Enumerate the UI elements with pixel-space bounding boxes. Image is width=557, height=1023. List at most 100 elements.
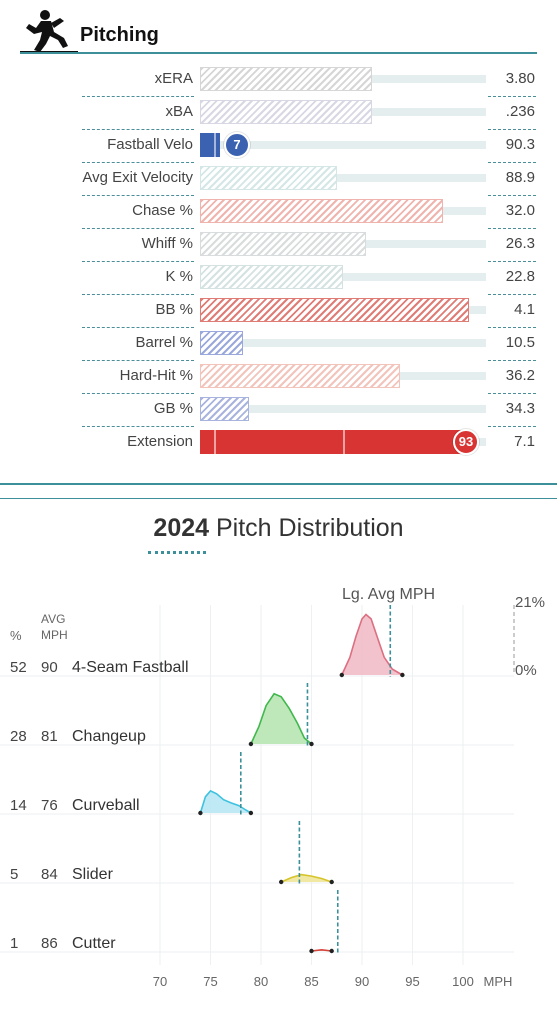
x-tick-label: 70 xyxy=(153,974,167,989)
percentile-track xyxy=(200,339,486,347)
x-tick-label: 80 xyxy=(254,974,268,989)
pitch-usage-pct: 1 xyxy=(10,935,18,952)
metric-value: 3.80 xyxy=(505,70,535,87)
percentile-bar xyxy=(200,232,366,256)
pitch-density-area xyxy=(341,614,403,675)
x-axis-unit: MPH xyxy=(484,974,513,989)
pitch-density-line xyxy=(280,873,332,883)
x-tick-label: 95 xyxy=(405,974,419,989)
metric-label: K % xyxy=(165,268,193,285)
row-divider xyxy=(488,228,536,229)
section-divider xyxy=(0,483,557,485)
row-divider xyxy=(488,393,536,394)
row-divider xyxy=(488,360,536,361)
row-divider xyxy=(82,393,194,394)
density-max-label: 21% xyxy=(515,594,545,611)
metric-label: GB % xyxy=(153,400,193,417)
header-divider xyxy=(20,52,537,54)
avg-column-header: MPH xyxy=(41,628,68,642)
row-divider xyxy=(488,294,536,295)
range-endpoint xyxy=(309,741,314,747)
metric-row: Barrel % 10.5 xyxy=(0,328,557,361)
pitch-usage-pct: 14 xyxy=(10,797,27,814)
metric-label: xERA xyxy=(154,70,193,87)
metric-row: Chase % 32.0 xyxy=(0,196,557,229)
metric-value: 34.3 xyxy=(505,400,535,417)
section-header: Pitching xyxy=(0,0,557,56)
pitch-density-line xyxy=(311,948,332,952)
density-min-label: 0% xyxy=(515,662,537,679)
section-divider-secondary xyxy=(0,498,557,499)
row-divider xyxy=(82,228,194,229)
row-divider xyxy=(488,96,536,97)
row-divider xyxy=(82,426,194,427)
percentile-track xyxy=(200,141,486,149)
percentile-bar xyxy=(200,67,372,91)
range-endpoint xyxy=(400,672,405,678)
metric-row: xERA 3.80 xyxy=(0,64,557,97)
metric-row: Fastball Velo 7 90.3 xyxy=(0,130,557,163)
metric-row: Avg Exit Velocity 88.9 xyxy=(0,163,557,196)
metric-label: Avg Exit Velocity xyxy=(82,169,193,186)
row-divider xyxy=(82,129,194,130)
x-tick-label: 90 xyxy=(355,974,369,989)
page-title: Pitching xyxy=(80,24,159,46)
percentile-track xyxy=(200,405,486,413)
row-divider xyxy=(82,294,194,295)
pitch-name: 4-Seam Fastball xyxy=(72,659,189,676)
percentile-bar xyxy=(200,166,337,190)
metric-label: Barrel % xyxy=(135,334,193,351)
row-divider xyxy=(488,195,536,196)
avg-column-header: AVG xyxy=(41,612,65,626)
pitch-name: Curveball xyxy=(72,797,140,814)
range-endpoint xyxy=(329,948,334,954)
metric-row: GB % 34.3 xyxy=(0,394,557,427)
percentile-bar xyxy=(200,199,443,223)
metric-row: Whiff % 26.3 xyxy=(0,229,557,262)
metric-label: Hard-Hit % xyxy=(119,367,193,384)
distribution-title: 2024 Pitch Distribution xyxy=(0,514,557,543)
metric-label: Chase % xyxy=(132,202,193,219)
range-endpoint xyxy=(198,810,203,816)
percentile-bar xyxy=(200,265,343,289)
metric-row: Extension 93 7.1 xyxy=(0,427,557,460)
metric-value: 4.1 xyxy=(514,301,535,318)
percentile-bar xyxy=(200,397,249,421)
league-avg-legend: Lg. Avg MPH xyxy=(342,586,435,603)
metric-value: 7.1 xyxy=(514,433,535,450)
metric-value: 36.2 xyxy=(505,367,535,384)
row-divider xyxy=(82,195,194,196)
metric-row: BB % 4.1 xyxy=(0,295,557,328)
distribution-title-text: Pitch Distribution xyxy=(209,514,404,542)
pitch-density-area xyxy=(250,693,312,744)
row-divider xyxy=(82,162,194,163)
pct-column-header: % xyxy=(10,628,22,643)
percentile-bar xyxy=(200,133,220,157)
pitch-density-line xyxy=(341,613,403,676)
x-tick-label: 100 xyxy=(452,974,474,989)
percentile-badge: 7 xyxy=(224,132,250,158)
row-divider xyxy=(82,360,194,361)
pitch-usage-pct: 5 xyxy=(10,866,18,883)
pitch-name: Slider xyxy=(72,866,114,883)
percentile-track xyxy=(200,174,486,182)
range-endpoint xyxy=(339,672,344,678)
metric-label: Fastball Velo xyxy=(107,136,193,153)
range-endpoint xyxy=(248,810,254,816)
metric-label: Extension xyxy=(127,433,193,450)
title-underline xyxy=(148,551,206,554)
metric-value: .236 xyxy=(505,103,535,120)
x-tick-label: 85 xyxy=(304,974,318,989)
metric-value: 22.8 xyxy=(505,268,535,285)
metric-row: K % 22.8 xyxy=(0,262,557,295)
percentile-track xyxy=(200,273,486,281)
row-divider xyxy=(488,162,536,163)
range-endpoint xyxy=(248,741,254,747)
metric-label: xBA xyxy=(165,103,193,120)
x-tick-label: 75 xyxy=(203,974,217,989)
pitch-avg-mph: 76 xyxy=(41,797,58,814)
metric-value: 26.3 xyxy=(505,235,535,252)
percentile-bar xyxy=(200,298,469,322)
pitch-avg-mph: 84 xyxy=(41,866,58,883)
row-divider xyxy=(488,261,536,262)
